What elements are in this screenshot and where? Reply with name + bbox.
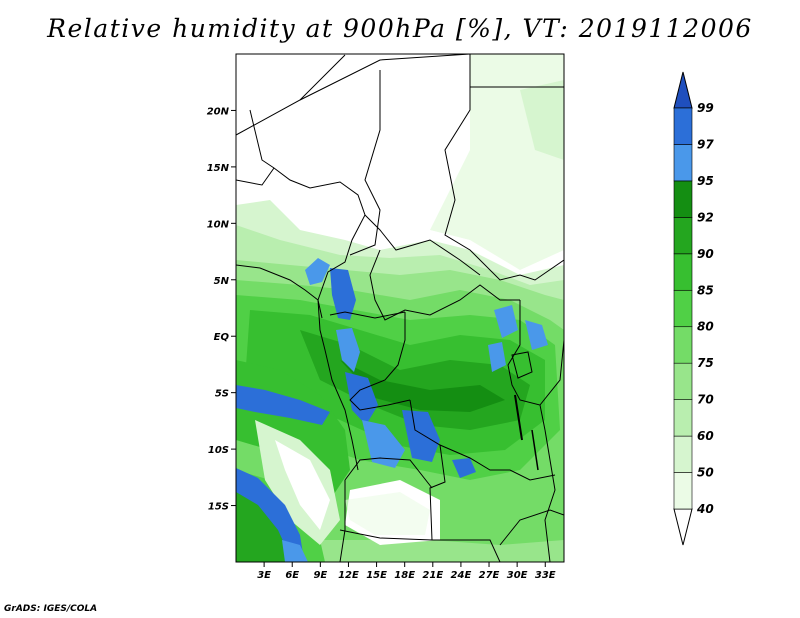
lat-tick-label: 10N <box>207 219 230 230</box>
colorbar-label: 99 <box>697 101 714 115</box>
colorbar-label: 80 <box>697 320 714 334</box>
lon-tick-label: 27E <box>479 570 500 581</box>
latitude-axis: 20N 15N 10N 5N EQ 5S 10S 15S <box>207 106 236 513</box>
lon-tick-label: 12E <box>338 570 359 581</box>
lon-tick-label: 15E <box>366 570 387 581</box>
lat-tick-label: 15N <box>207 163 230 174</box>
humidity-field <box>236 54 564 562</box>
colorbar-label: 90 <box>697 247 714 261</box>
colorbar-box <box>673 180 693 218</box>
chart-title: Relative humidity at 900hPa [%], VT: 201… <box>47 14 753 43</box>
lat-tick-label: 5S <box>215 389 229 400</box>
colorbar-box <box>673 435 693 473</box>
colorbar-label: 95 <box>697 174 714 188</box>
lon-tick-label: 21E <box>422 570 443 581</box>
map-frame <box>235 53 565 563</box>
lat-tick-label: 15S <box>208 502 229 513</box>
grads-credit: GrADS: IGES/COLA <box>4 604 98 614</box>
lat-tick-label: 5N <box>214 276 230 287</box>
lon-tick-label: 18E <box>394 570 415 581</box>
colorbar-box <box>673 472 693 510</box>
colorbar-label: 70 <box>697 393 714 407</box>
colorbar-box <box>673 217 693 255</box>
colorbar-label: 50 <box>697 466 714 480</box>
lat-tick-label: EQ <box>214 332 230 343</box>
lon-tick-label: 24E <box>451 570 472 581</box>
colorbar-box <box>673 326 693 364</box>
colorbar-box <box>673 362 693 400</box>
longitude-axis: 3E 6E 9E 12E 15E 18E 21E 24E 27E 30E 33E <box>257 562 556 581</box>
colorbar-box <box>673 144 693 182</box>
colorbar-label: 60 <box>697 429 714 443</box>
colorbar-box <box>673 107 693 145</box>
colorbar-lower-triangle <box>673 508 693 546</box>
colorbar-label: 92 <box>697 210 714 224</box>
lat-tick-label: 20N <box>207 106 230 117</box>
colorbar-box <box>673 399 693 437</box>
colorbar-label: 85 <box>697 283 714 297</box>
colorbar-box <box>673 289 693 328</box>
lon-tick-label: 9E <box>313 570 327 581</box>
lon-tick-label: 6E <box>285 570 299 581</box>
lon-tick-label: 3E <box>257 570 271 581</box>
lon-tick-label: 33E <box>535 570 556 581</box>
colorbar: 40 50 60 70 75 80 85 90 92 95 97 99 <box>673 71 714 546</box>
lat-tick-label: 10S <box>208 445 229 456</box>
colorbar-upper-triangle <box>673 71 693 109</box>
colorbar-box <box>673 253 693 291</box>
colorbar-label: 75 <box>697 356 714 370</box>
lon-tick-label: 30E <box>507 570 528 581</box>
colorbar-label: 97 <box>697 137 714 151</box>
colorbar-label: 40 <box>696 502 714 516</box>
